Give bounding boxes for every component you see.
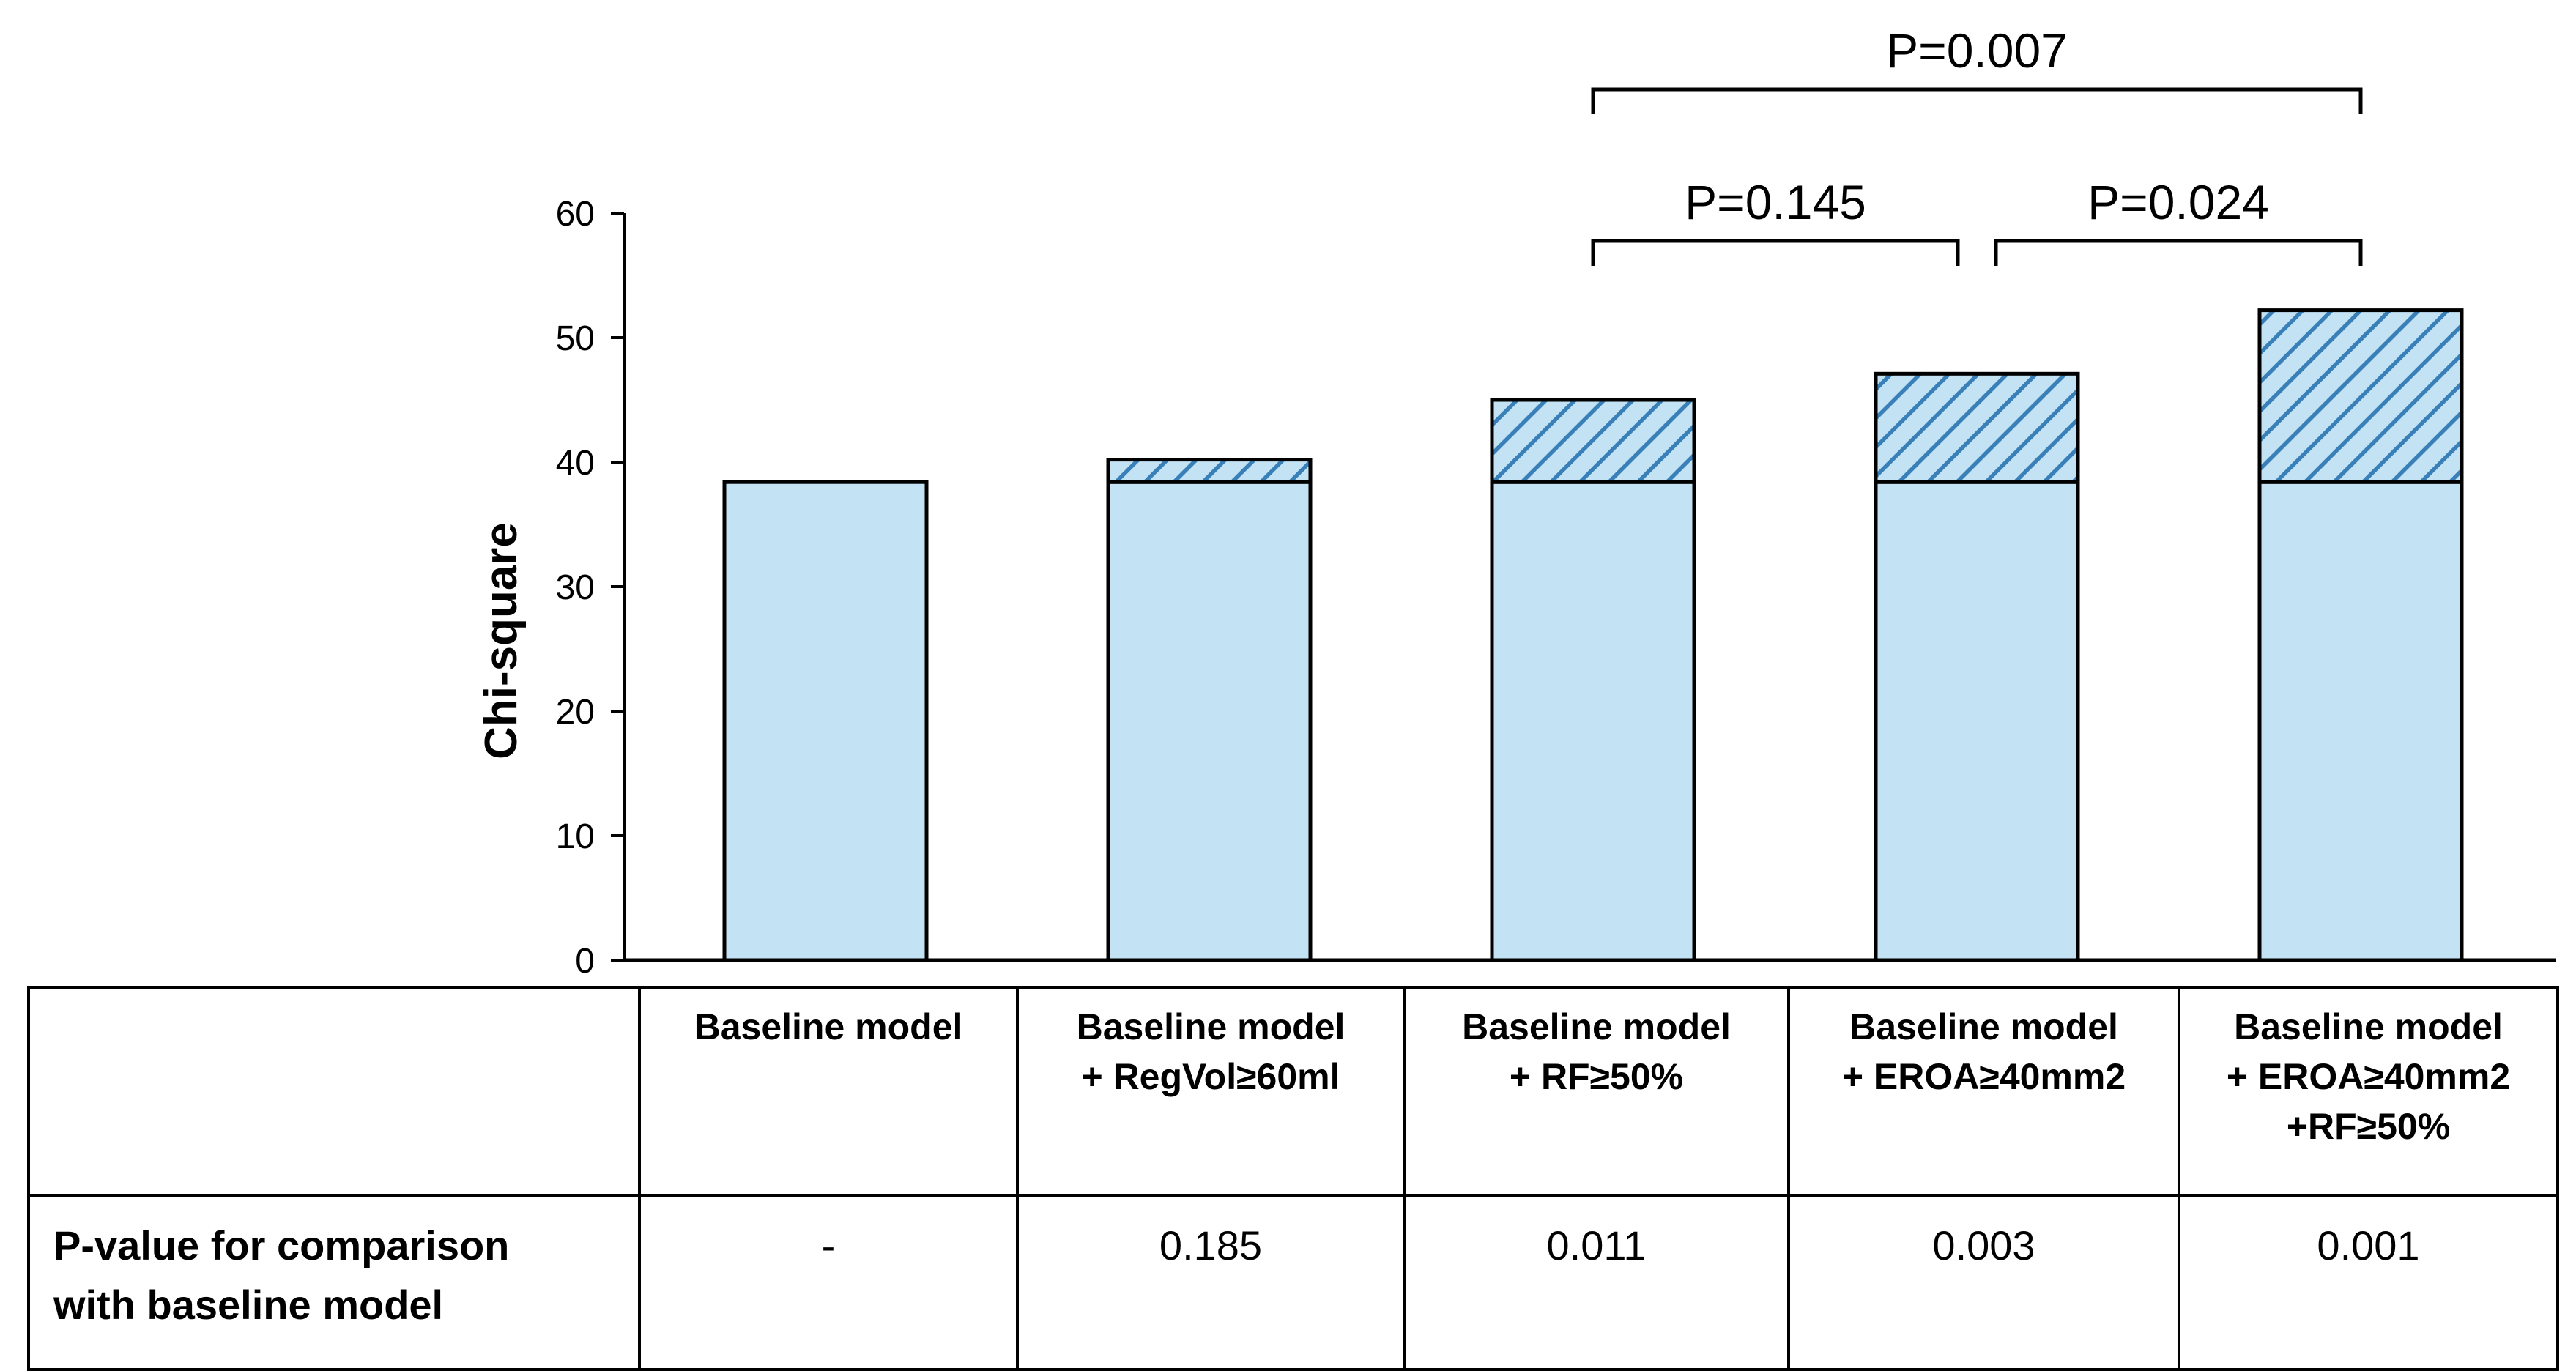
column-header: Baseline model + RF≥50% <box>1403 986 1790 1197</box>
p-value-cell: - <box>638 1194 1019 1371</box>
bar-increment-segment <box>1874 371 2080 484</box>
column-header-line: + RF≥50% <box>1509 1056 1684 1097</box>
table-corner-cell <box>27 986 641 1197</box>
column-header-line: Baseline model <box>694 1006 963 1047</box>
table-header-row: Baseline model Baseline model + RegVol≥60m… <box>27 986 2559 1197</box>
y-tick-label: 10 <box>556 817 595 856</box>
bar-chart: 0 10 20 30 40 50 60 P=0.145 P=0.024 P=0.007 Chi-… <box>476 23 2556 981</box>
y-axis-title: Chi-square <box>476 522 527 759</box>
column-header: Baseline model + EROA≥40mm2 +RF≥50% <box>2178 986 2559 1197</box>
p-value-annotation: P=0.024 <box>2087 175 2269 229</box>
bars <box>722 308 2464 962</box>
significance-bracket <box>1591 87 2363 114</box>
significance-bracket <box>1591 239 1960 266</box>
bar-increment-segment <box>2257 308 2464 484</box>
p-value-cell: 0.003 <box>1787 1194 2180 1371</box>
y-tick-label: 0 <box>575 942 595 981</box>
column-header: Baseline model + EROA≥40mm2 <box>1787 986 2180 1197</box>
bar-increment-segment <box>1490 398 1696 484</box>
p-value-annotation: P=0.007 <box>1886 23 2068 78</box>
row-label: P-value for comparison with baseline mode… <box>27 1194 641 1371</box>
bar-baseline-segment <box>722 480 929 962</box>
bar-baseline-segment <box>1106 480 1313 962</box>
results-table: Baseline model Baseline model + RegVol≥60m… <box>27 986 2559 1371</box>
p-value-cell: 0.011 <box>1403 1194 1790 1371</box>
row-label-line: P-value for comparison <box>53 1222 510 1268</box>
column-header-line: Baseline model <box>1849 1006 2118 1047</box>
bar-baseline-segment <box>2257 480 2464 962</box>
column-header-line: Baseline model <box>1462 1006 1731 1047</box>
bar-increment-segment <box>1106 458 1313 484</box>
y-tick-label: 50 <box>556 319 595 358</box>
significance-bracket <box>1994 239 2363 266</box>
y-tick-label: 40 <box>556 444 595 483</box>
p-value-cell: 0.001 <box>2178 1194 2559 1371</box>
bar-baseline-segment <box>1490 480 1696 962</box>
column-header-line: Baseline model <box>2234 1006 2503 1047</box>
row-label-line: with baseline model <box>53 1282 444 1329</box>
table-row: P-value for comparison with baseline mode… <box>27 1194 2559 1371</box>
column-header-line: + RegVol≥60ml <box>1081 1056 1340 1097</box>
column-header-line: Baseline model <box>1076 1006 1345 1047</box>
y-tick-label: 20 <box>556 693 595 732</box>
y-tick-label: 30 <box>556 568 595 607</box>
bar-baseline-segment <box>1874 480 2080 962</box>
p-value-cell: 0.185 <box>1016 1194 1406 1371</box>
y-tick-label: 60 <box>556 195 595 234</box>
column-header: Baseline model + RegVol≥60ml <box>1016 986 1406 1197</box>
column-header: Baseline model <box>638 986 1019 1197</box>
p-value-annotation: P=0.145 <box>1685 175 1866 229</box>
y-axis: 0 10 20 30 40 50 60 <box>556 195 2556 981</box>
significance-brackets: P=0.145 P=0.024 P=0.007 <box>1591 23 2363 266</box>
column-header-line: + EROA≥40mm2 <box>1841 1056 2126 1097</box>
column-header-line: +RF≥50% <box>2286 1106 2451 1147</box>
column-header-line: + EROA≥40mm2 <box>2226 1056 2511 1097</box>
